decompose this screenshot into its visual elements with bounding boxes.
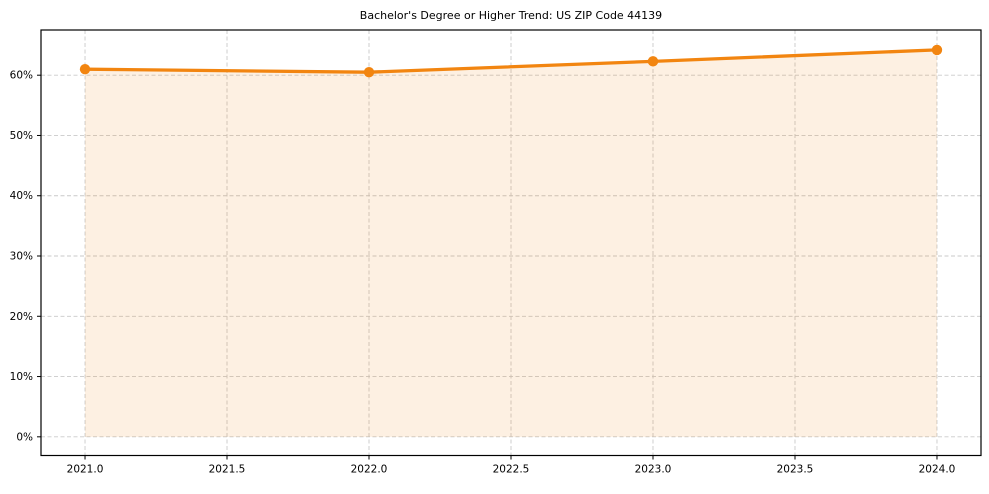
x-tick-label: 2023.5 — [777, 464, 814, 476]
y-axis-labels: 0% 10% 20% 30% 40% 50% 60% — [10, 70, 33, 444]
y-tick-label: 60% — [10, 70, 33, 82]
y-tick-label: 0% — [16, 431, 33, 443]
x-tick-label: 2024.0 — [919, 464, 956, 476]
y-tick-label: 10% — [10, 371, 33, 383]
y-tick-label: 50% — [10, 130, 33, 142]
x-tick-label: 2022.5 — [493, 464, 530, 476]
x-tick-label: 2021.5 — [209, 464, 246, 476]
x-tick-label: 2022.0 — [351, 464, 388, 476]
data-point-marker — [363, 66, 375, 78]
trend-line — [83, 48, 939, 74]
gridlines-layer — [41, 30, 981, 456]
x-axis-labels: 2021.0 2021.5 2022.0 2022.5 2023.0 2023.5 2024… — [67, 464, 956, 476]
x-tick-label: 2021.0 — [67, 464, 104, 476]
area-fill-layer — [85, 49, 937, 437]
data-points-layer — [79, 44, 943, 78]
trend-line-layer — [83, 48, 939, 74]
tick-marks-layer — [37, 74, 938, 460]
data-point-marker — [647, 56, 659, 67]
chart-title: Bachelor's Degree or Higher Trend: US ZI… — [360, 9, 662, 22]
x-tick-label: 2023.0 — [635, 464, 672, 476]
y-tick-label: 20% — [10, 311, 33, 323]
data-point-marker — [79, 63, 91, 75]
y-tick-label: 40% — [10, 190, 33, 202]
y-tick-label: 30% — [10, 251, 33, 263]
area-fill — [85, 49, 937, 437]
data-point-marker — [931, 44, 943, 56]
